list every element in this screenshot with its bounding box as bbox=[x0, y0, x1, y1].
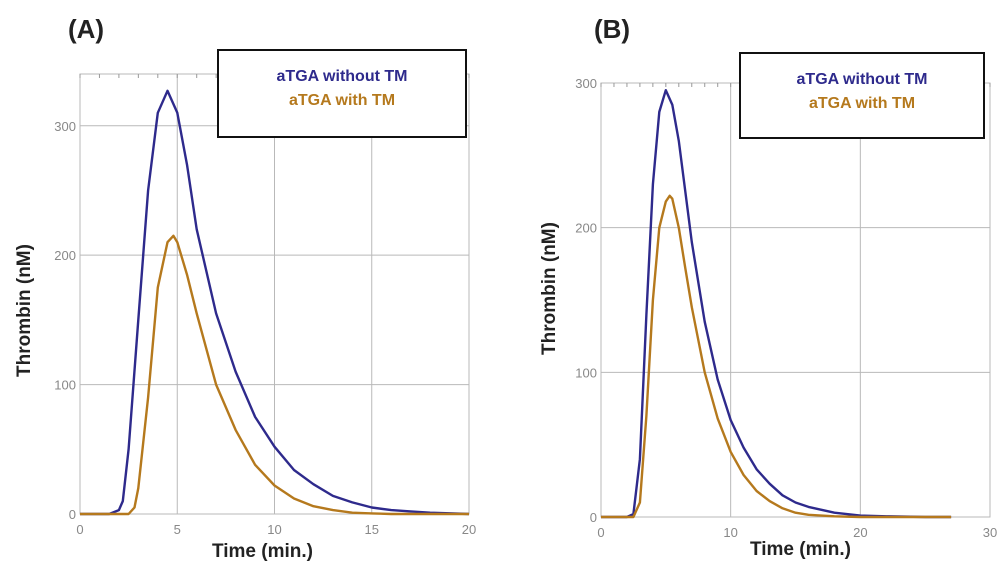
x-tick-label-a: 0 bbox=[76, 522, 83, 537]
plot-frame-b bbox=[600, 82, 991, 518]
series-line-b-0 bbox=[601, 88, 952, 519]
y-tick-label-b: 200 bbox=[575, 221, 597, 236]
x-tick-label-b: 0 bbox=[597, 525, 604, 540]
x-tick-label-b: 10 bbox=[723, 525, 737, 540]
x-axis-label-a: Time (min.) bbox=[212, 541, 313, 562]
y-tick-label-a: 100 bbox=[54, 378, 76, 393]
x-tick-label-b: 20 bbox=[853, 525, 867, 540]
x-tick-label-a: 20 bbox=[462, 522, 476, 537]
x-tick-label-a: 10 bbox=[267, 522, 281, 537]
legend-entry-b-without-tm: aTGA without TM bbox=[796, 71, 928, 88]
y-tick-label-a: 0 bbox=[69, 507, 76, 522]
y-tick-label-a: 300 bbox=[54, 119, 76, 134]
panel-label-b: (B) bbox=[594, 14, 631, 44]
chart-panel-a: (A) 0 5 10 15 20 0 100 200 300 Thrombin (nM) Tim… bbox=[0, 0, 498, 567]
y-tick-label-a: 200 bbox=[54, 248, 76, 263]
y-tick-label-b: 0 bbox=[590, 510, 597, 525]
legend-entry-a-with-tm: aTGA with TM bbox=[288, 92, 396, 109]
x-tick-label-a: 5 bbox=[174, 522, 181, 537]
chart-panel-b: (B) 0 10 20 30 0 100 200 300 Thrombin (nM) Time… bbox=[498, 0, 997, 567]
panel-label-a: (A) bbox=[68, 14, 105, 44]
y-axis-label-a: Thrombin (nM) bbox=[14, 244, 35, 377]
x-tick-label-b: 30 bbox=[983, 525, 997, 540]
series-line-b-1 bbox=[601, 194, 952, 519]
legend-a: aTGA without TM aTGA with TM bbox=[217, 49, 467, 138]
series-line-a-0 bbox=[80, 89, 470, 516]
y-tick-label-b: 300 bbox=[575, 76, 597, 91]
series-line-a-1 bbox=[80, 234, 469, 516]
legend-entry-b-with-tm: aTGA with TM bbox=[808, 95, 916, 112]
legend-b: aTGA without TM aTGA with TM bbox=[739, 52, 985, 139]
y-axis-label-b: Thrombin (nM) bbox=[539, 222, 560, 355]
legend-entry-a-without-tm: aTGA without TM bbox=[276, 68, 408, 85]
x-axis-label-b: Time (min.) bbox=[750, 539, 851, 560]
x-tick-label-a: 15 bbox=[365, 522, 379, 537]
y-tick-label-b: 100 bbox=[575, 365, 597, 380]
